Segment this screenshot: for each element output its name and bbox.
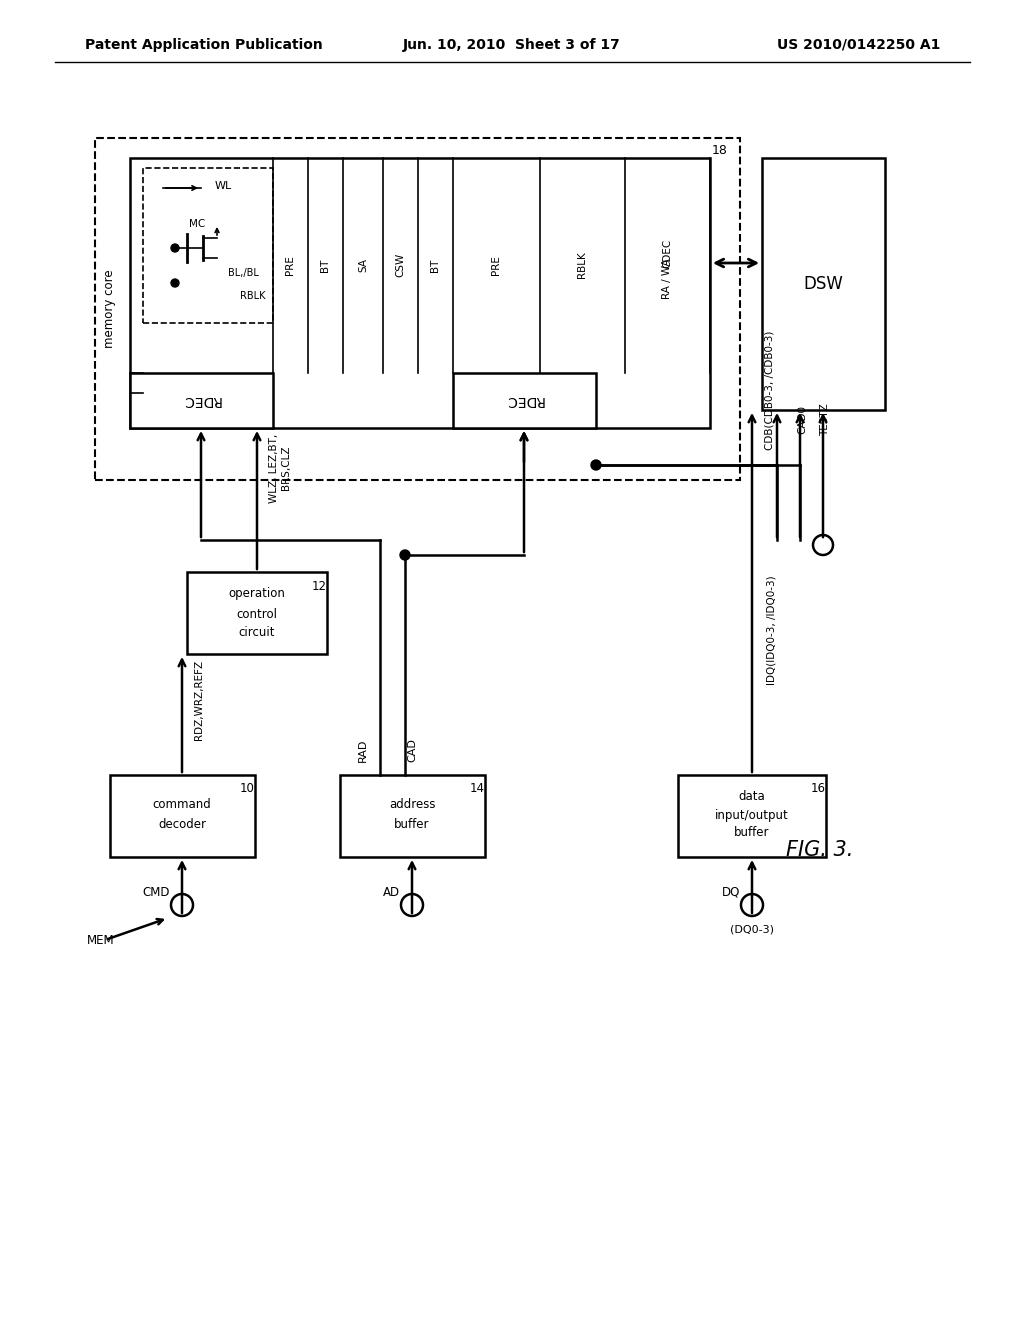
Text: command: command <box>153 799 211 812</box>
Circle shape <box>400 550 410 560</box>
Text: RAD: RAD <box>358 738 368 762</box>
Text: RDZ,WRZ,REFZ: RDZ,WRZ,REFZ <box>194 660 204 741</box>
Text: circuit: circuit <box>239 626 275 639</box>
Text: 18: 18 <box>712 144 728 157</box>
Text: CSW: CSW <box>395 253 406 277</box>
Text: CDB(CDB0-3, /CDB0-3): CDB(CDB0-3, /CDB0-3) <box>764 330 774 450</box>
Text: Jun. 10, 2010  Sheet 3 of 17: Jun. 10, 2010 Sheet 3 of 17 <box>403 38 621 51</box>
Circle shape <box>171 244 179 252</box>
Text: DSW: DSW <box>803 275 843 293</box>
Text: US 2010/0142250 A1: US 2010/0142250 A1 <box>776 38 940 51</box>
Text: 16: 16 <box>811 783 825 796</box>
Text: MEM: MEM <box>87 933 115 946</box>
Bar <box>110 775 255 857</box>
Text: data: data <box>738 791 765 804</box>
Text: IDQ(IDQ0-3, /IDQ0-3): IDQ(IDQ0-3, /IDQ0-3) <box>766 576 776 685</box>
Text: CDEC: CDEC <box>662 239 672 268</box>
Text: PRE: PRE <box>490 255 501 275</box>
Bar <box>130 158 710 428</box>
Text: buffer: buffer <box>734 826 770 840</box>
Text: FIG. 3.: FIG. 3. <box>786 840 854 861</box>
Text: BL,/BL: BL,/BL <box>227 268 258 279</box>
Text: BRS,CLZ: BRS,CLZ <box>281 446 291 490</box>
Text: CAD: CAD <box>407 738 417 762</box>
Bar <box>762 158 885 411</box>
Text: input/output: input/output <box>715 808 788 821</box>
Text: address: address <box>389 799 435 812</box>
Text: MC: MC <box>188 219 205 228</box>
Text: RDEC: RDEC <box>181 393 220 407</box>
Text: BT: BT <box>319 259 330 272</box>
Text: DQ: DQ <box>722 886 740 899</box>
Text: WL: WL <box>214 181 231 191</box>
Text: SA: SA <box>358 257 368 272</box>
Text: decoder: decoder <box>158 818 206 832</box>
Text: control: control <box>237 607 278 620</box>
Text: 10: 10 <box>240 783 254 796</box>
Text: buffer: buffer <box>394 818 430 832</box>
Text: RA / WA: RA / WA <box>662 259 672 300</box>
Bar <box>453 374 596 428</box>
Text: (DQ0-3): (DQ0-3) <box>730 925 774 935</box>
Text: Patent Application Publication: Patent Application Publication <box>85 38 323 51</box>
Bar <box>340 775 485 857</box>
Bar <box>187 572 327 653</box>
Bar <box>130 374 273 428</box>
Text: CMD: CMD <box>142 886 170 899</box>
Text: RBLK: RBLK <box>241 290 266 301</box>
Bar <box>143 168 273 323</box>
Text: CAD0: CAD0 <box>797 405 807 434</box>
Text: PRE: PRE <box>285 255 295 275</box>
Bar <box>95 139 740 480</box>
Text: 12: 12 <box>311 579 327 593</box>
Text: RDEC: RDEC <box>505 393 544 407</box>
Text: WLZ, LEZ,BT,: WLZ, LEZ,BT, <box>269 433 279 503</box>
Text: operation: operation <box>228 587 286 601</box>
Text: RBLK: RBLK <box>577 252 587 279</box>
Bar <box>678 775 826 857</box>
Text: AD: AD <box>383 886 400 899</box>
Circle shape <box>171 279 179 286</box>
Circle shape <box>591 459 601 470</box>
Text: 14: 14 <box>469 783 484 796</box>
Text: memory core: memory core <box>102 269 116 348</box>
Text: TESTZ: TESTZ <box>820 404 830 437</box>
Text: BT: BT <box>430 259 440 272</box>
